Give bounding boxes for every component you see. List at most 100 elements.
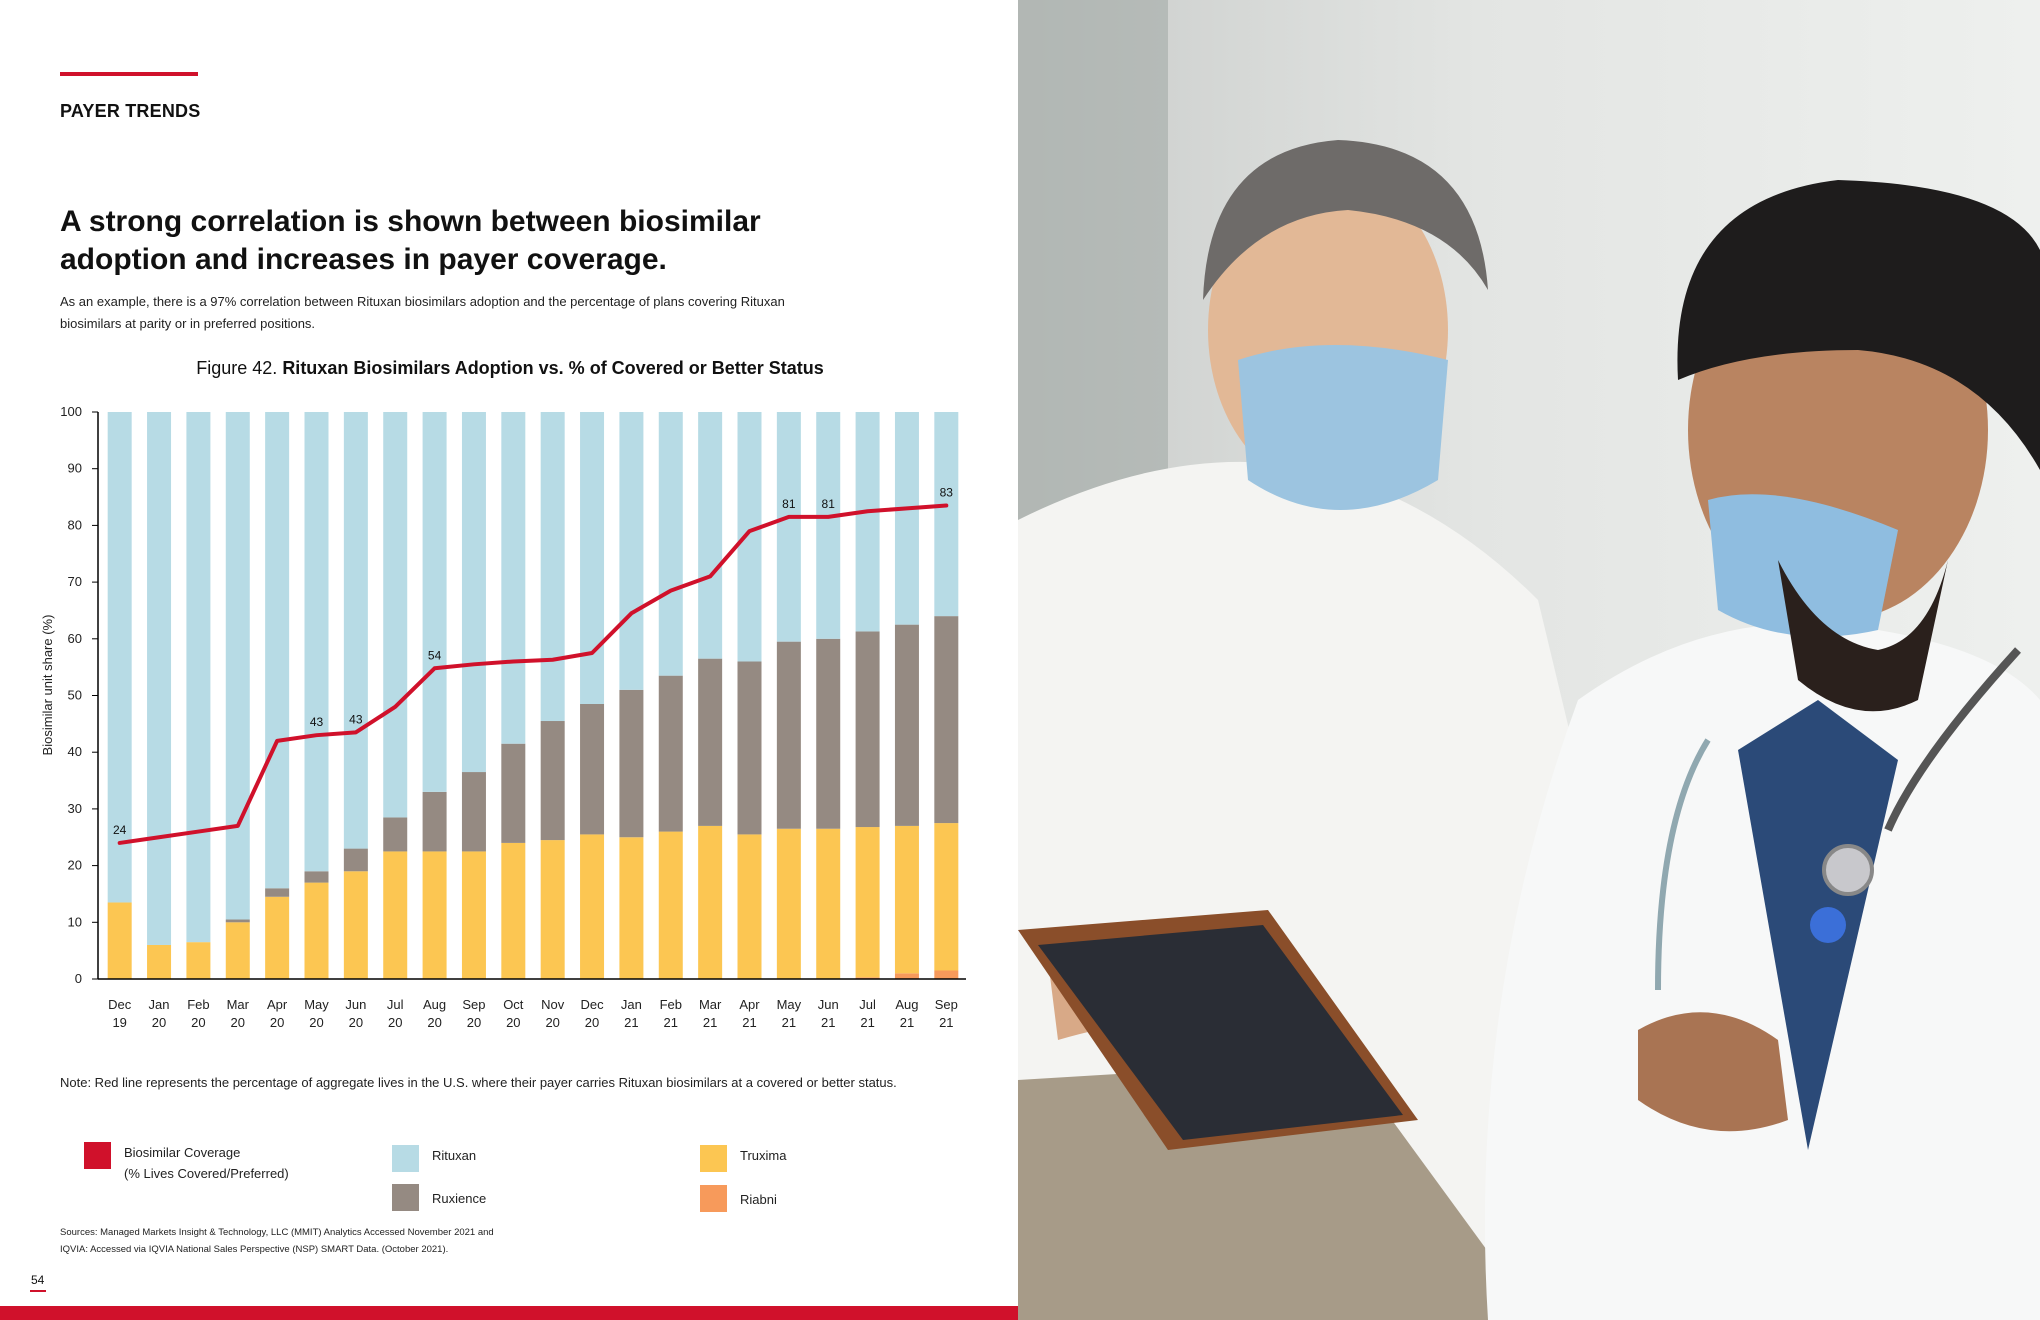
- bar-truxima-6: [343, 871, 368, 979]
- bar-rituxan-7: [383, 412, 408, 818]
- photo-illustration: [1018, 0, 2040, 1320]
- x-tick-label-month: May: [777, 997, 802, 1012]
- legend-coverage: Biosimilar Coverage (% Lives Covered/Pre…: [84, 1142, 289, 1184]
- sources-line-2: IQVIA: Accessed via IQVIA National Sales…: [60, 1244, 449, 1255]
- bar-rituxan-17: [776, 412, 801, 642]
- bar-rituxan-9: [461, 412, 486, 773]
- bar-ruxience-14: [658, 675, 683, 832]
- bar-ruxience-4: [265, 888, 290, 897]
- figure-title-text: Rituxan Biosimilars Adoption vs. % of Co…: [282, 358, 824, 378]
- x-tick-label-year: 20: [309, 1015, 323, 1030]
- bar-ruxience-8: [422, 791, 447, 852]
- bar-truxima-12: [580, 834, 605, 979]
- x-tick-label-year: 21: [939, 1015, 953, 1030]
- x-tick-label-year: 19: [112, 1015, 126, 1030]
- y-tick-label: 80: [68, 517, 82, 532]
- bar-ruxience-3: [225, 919, 250, 923]
- bar-ruxience-11: [540, 721, 565, 841]
- x-tick-label-month: Sep: [935, 997, 958, 1012]
- bar-rituxan-3: [225, 412, 250, 920]
- x-tick-label-year: 21: [624, 1015, 638, 1030]
- coverage-data-label: 83: [940, 486, 954, 500]
- y-tick-label: 50: [68, 688, 82, 703]
- page-number: 54: [31, 1273, 45, 1287]
- report-page: PAYER TRENDS A strong correlation is sho…: [0, 0, 1018, 1320]
- bar-rituxan-10: [501, 412, 526, 744]
- legend-text-riabni: Riabni: [740, 1192, 777, 1207]
- legend-swatch-ruxience: [392, 1184, 419, 1211]
- coverage-line-group: 24 43 43 54 81 81 83: [113, 486, 954, 845]
- bar-ruxience-5: [304, 871, 329, 883]
- bar-ruxience-12: [580, 704, 605, 835]
- bar-rituxan-1: [147, 412, 172, 945]
- accent-line: [60, 72, 198, 76]
- x-tick-label-year: 20: [152, 1015, 166, 1030]
- bar-ruxience-7: [383, 817, 408, 852]
- x-tick-label-year: 21: [782, 1015, 796, 1030]
- coverage-data-label: 43: [310, 715, 324, 729]
- bar-rituxan-21: [934, 412, 959, 617]
- coverage-data-label: 81: [782, 497, 796, 511]
- x-tick-label-year: 21: [664, 1015, 678, 1030]
- figure-prefix: Figure 42.: [196, 358, 278, 378]
- coverage-data-label: 43: [349, 712, 363, 726]
- legend-rituxan: Rituxan: [392, 1145, 476, 1172]
- y-tick-label: 20: [68, 858, 82, 873]
- x-tick-label-month: Jun: [345, 997, 366, 1012]
- doctor-patient-photo: [1018, 0, 2040, 1320]
- x-tick-label-year: 21: [900, 1015, 914, 1030]
- bar-rituxan-19: [855, 412, 880, 632]
- bar-truxima-15: [698, 825, 723, 979]
- bar-ruxience-19: [855, 631, 880, 828]
- bar-rituxan-8: [422, 412, 447, 792]
- sources: Sources: Managed Markets Insight & Techn…: [60, 1224, 620, 1258]
- x-axis: Dec 19 Jan 20 Feb 20 Mar 20 Apr 20 May 20 Jun 20 Jul 20…: [98, 978, 966, 1030]
- x-tick-label-month: Oct: [503, 997, 524, 1012]
- x-tick-label-month: Feb: [660, 997, 682, 1012]
- stethoscope-icon: [1655, 647, 2021, 991]
- bar-truxima-20: [894, 825, 919, 974]
- coverage-data-label: 54: [428, 648, 442, 662]
- x-tick-label-year: 20: [349, 1015, 363, 1030]
- x-tick-label-year: 20: [231, 1015, 245, 1030]
- x-tick-label-year: 21: [703, 1015, 717, 1030]
- tablet-icon: [1018, 910, 1418, 1150]
- bar-ruxience-9: [461, 772, 486, 852]
- x-tick-label-month: Aug: [423, 997, 446, 1012]
- legend-ruxience: Ruxience: [392, 1184, 486, 1211]
- x-tick-label-month: Dec: [108, 997, 132, 1012]
- figure-title: Figure 42. Rituxan Biosimilars Adoption …: [60, 358, 960, 379]
- bar-truxima-2: [186, 942, 211, 979]
- bar-truxima-16: [737, 834, 762, 979]
- page-number-underline: [30, 1290, 46, 1292]
- bar-ruxience-18: [816, 638, 841, 829]
- x-tick-label-month: Jan: [621, 997, 642, 1012]
- bar-riabni-21: [934, 970, 959, 979]
- intro-paragraph: As an example, there is a 97% correlatio…: [60, 294, 785, 331]
- bar-ruxience-21: [934, 616, 959, 824]
- x-tick-label-year: 20: [506, 1015, 520, 1030]
- legend-subtext-coverage: (% Lives Covered/Preferred): [124, 1166, 289, 1181]
- legend-text-truxima: Truxima: [740, 1148, 787, 1163]
- bar-truxima-8: [422, 851, 447, 979]
- y-tick-label: 30: [68, 801, 82, 816]
- stacked-bar-chart: 0 10 20 30 40 50 60 70 80 90 100 24 43 43 54 81 81 83 De…: [40, 404, 966, 1030]
- section-label: PAYER TRENDS: [60, 101, 201, 121]
- bar-rituxan-18: [816, 412, 841, 639]
- x-tick-label-month: Aug: [895, 997, 918, 1012]
- y-tick-label: 60: [68, 631, 82, 646]
- bar-ruxience-17: [776, 641, 801, 829]
- bar-ruxience-15: [698, 658, 723, 826]
- sources-line-1: Sources: Managed Markets Insight & Techn…: [60, 1227, 494, 1238]
- bar-riabni-20: [894, 973, 919, 979]
- legend-swatch-coverage: [84, 1142, 111, 1169]
- bar-truxima-3: [225, 922, 250, 979]
- y-tick-label: 100: [60, 404, 82, 419]
- x-tick-label-month: Jan: [149, 997, 170, 1012]
- bar-truxima-9: [461, 851, 486, 979]
- bars: [107, 412, 959, 979]
- y-axis: 0 10 20 30 40 50 60 70 80 90 100: [60, 404, 99, 986]
- legend-text-coverage: Biosimilar Coverage: [124, 1145, 241, 1160]
- bar-truxima-10: [501, 842, 526, 979]
- bar-ruxience-6: [343, 848, 368, 872]
